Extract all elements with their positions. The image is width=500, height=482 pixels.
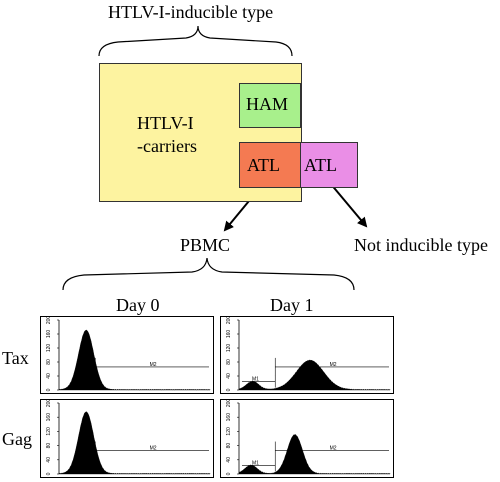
y-tick-label: 200 xyxy=(46,317,52,324)
y-tick-label: 120 xyxy=(226,344,232,353)
y-tick-label: 120 xyxy=(46,344,52,353)
y-tick-label: 160 xyxy=(226,413,232,422)
histogram-fill xyxy=(58,411,211,475)
y-tick-label: 160 xyxy=(46,330,52,339)
y-tick-label: 120 xyxy=(226,427,232,436)
y-tick-label: 200 xyxy=(226,317,232,324)
pbmc-brace xyxy=(62,257,355,291)
atl-not-inducible-label: ATL xyxy=(304,155,337,175)
not-inducible-label: Not inducible type xyxy=(354,235,488,255)
carriers-label-line1: HTLV-I xyxy=(137,113,194,133)
top-brace xyxy=(98,25,293,57)
tax-label: Tax xyxy=(2,348,29,368)
day1-label: Day 1 xyxy=(270,295,314,315)
y-tick-label: 0 xyxy=(46,388,52,391)
y-tick-label: 200 xyxy=(226,400,232,407)
y-tick-label: 40 xyxy=(46,373,52,379)
atl-inducible-label: ATL xyxy=(247,155,280,175)
gate-m2-label: M2 xyxy=(150,446,157,452)
histogram-gag-day0: 0 40 80 120 160 200 M2 xyxy=(40,399,214,478)
pbmc-label: PBMC xyxy=(180,235,231,255)
gate-m2-label: M2 xyxy=(150,362,157,368)
ham-label: HAM xyxy=(246,94,289,114)
y-tick-label: 0 xyxy=(226,388,232,391)
histogram-tax-day1: 0 40 80 120 160 200 M1 M2 xyxy=(220,316,394,394)
ham-box xyxy=(239,83,301,128)
gate-m2-label: M2 xyxy=(330,362,337,368)
y-tick-label: 80 xyxy=(46,443,52,449)
atl-not-inducible-box xyxy=(296,142,358,188)
gag-label: Gag xyxy=(2,429,32,449)
histogram-fill xyxy=(238,359,391,391)
y-tick-label: 80 xyxy=(46,359,52,365)
y-tick-label: 0 xyxy=(46,472,52,475)
top-title: HTLV-I-inducible type xyxy=(108,2,274,22)
y-tick-label: 200 xyxy=(46,400,52,407)
y-tick-label: 40 xyxy=(226,373,232,379)
y-tick-label: 40 xyxy=(46,457,52,463)
y-tick-label: 120 xyxy=(46,427,52,436)
histogram-fill xyxy=(238,434,391,475)
arrow-to-not-inducible xyxy=(329,182,368,228)
y-tick-label: 40 xyxy=(226,457,232,463)
y-tick-label: 160 xyxy=(46,413,52,422)
gate-m1-label: M1 xyxy=(252,377,259,383)
histogram-fill xyxy=(58,329,211,391)
carriers-label-line2: -carriers xyxy=(137,136,197,156)
atl-inducible-box xyxy=(239,142,301,188)
gate-m2-label: M2 xyxy=(330,446,337,452)
histogram-tax-day0: 0 40 80 120 160 200 M2 xyxy=(40,316,214,394)
day0-label: Day 0 xyxy=(116,295,160,315)
y-tick-label: 0 xyxy=(226,472,232,475)
y-tick-label: 80 xyxy=(226,443,232,449)
histogram-gag-day1: 0 40 80 120 160 200 M1 M2 xyxy=(220,399,394,478)
y-tick-label: 80 xyxy=(226,359,232,365)
y-tick-label: 160 xyxy=(226,330,232,339)
gate-m1-label: M1 xyxy=(252,460,259,466)
